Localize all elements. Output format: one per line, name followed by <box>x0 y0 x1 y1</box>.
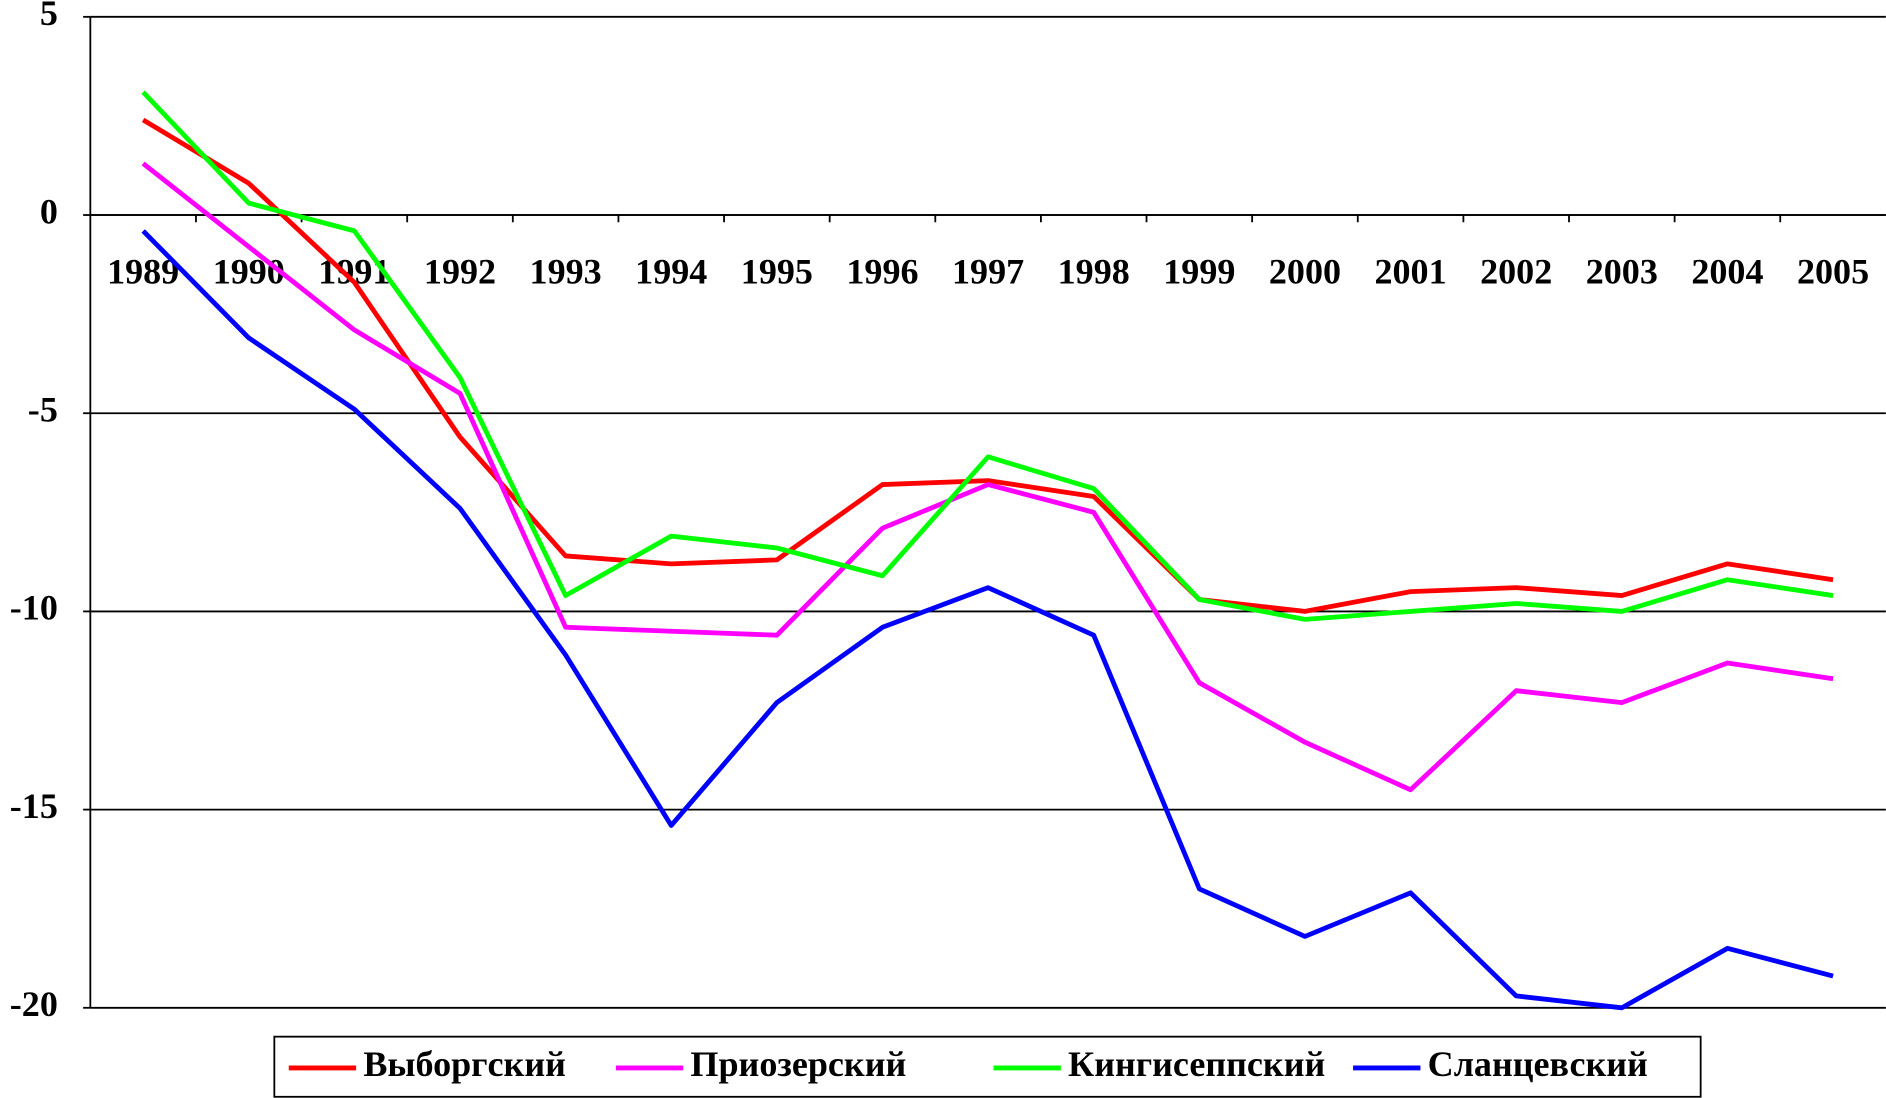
series-line <box>141 90 1834 622</box>
y-tick-label: 0 <box>40 191 58 231</box>
x-tick-label: 1994 <box>635 251 707 291</box>
series-line <box>141 161 1834 793</box>
x-tick-label: 2001 <box>1375 251 1447 291</box>
legend-label: Выборгский <box>363 1044 566 1084</box>
y-tick-label: -15 <box>10 786 58 826</box>
x-tick-label: 1996 <box>846 251 918 291</box>
y-tick-label: 5 <box>40 0 58 33</box>
y-tick-label: -20 <box>10 984 58 1024</box>
x-tick-label: 1999 <box>1163 251 1235 291</box>
x-tick-label: 1997 <box>952 251 1024 291</box>
legend-label: Сланцевский <box>1428 1044 1648 1084</box>
x-tick-label: 1992 <box>424 251 496 291</box>
x-tick-label: 1998 <box>1058 251 1130 291</box>
legend-label: Приозерский <box>690 1044 906 1084</box>
y-tick-label: -5 <box>28 390 58 430</box>
x-tick-label: 2003 <box>1586 251 1658 291</box>
x-tick-label: 2002 <box>1480 251 1552 291</box>
legend-label: Кингисеппский <box>1068 1044 1325 1084</box>
x-tick-label: 1990 <box>213 251 285 291</box>
legend-box <box>273 1035 1702 1098</box>
x-tick-label: 1995 <box>741 251 813 291</box>
series-line <box>141 229 1834 1011</box>
series-line <box>141 117 1834 614</box>
x-tick-label: 2004 <box>1691 251 1763 291</box>
x-tick-label: 2000 <box>1269 251 1341 291</box>
y-tick-label: -10 <box>10 588 58 628</box>
x-tick-label: 2005 <box>1797 251 1869 291</box>
x-tick-label: 1993 <box>530 251 602 291</box>
